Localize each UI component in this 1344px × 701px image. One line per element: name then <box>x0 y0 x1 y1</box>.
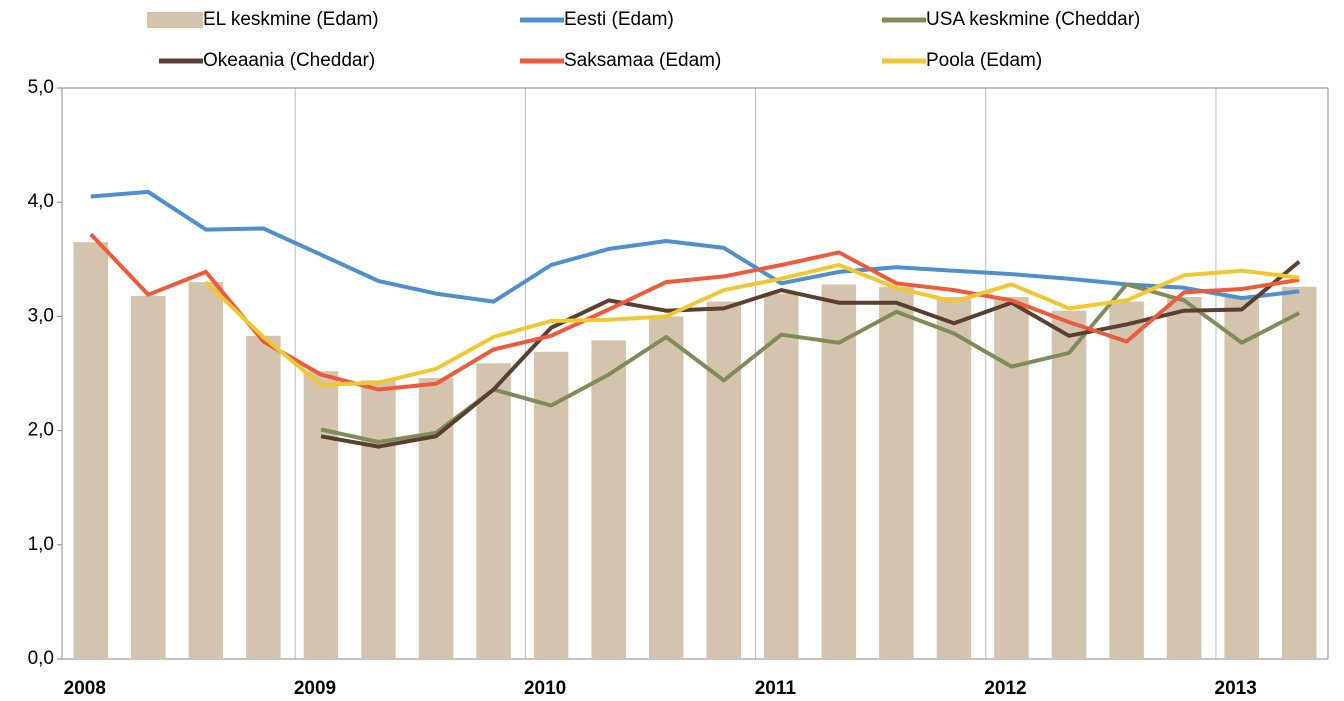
legend-label: Poola (Edam) <box>926 50 1042 71</box>
legend-label: EL keskmine (Edam) <box>203 9 379 30</box>
bar <box>706 301 742 659</box>
bar <box>764 293 799 659</box>
legend-swatch <box>147 12 203 28</box>
x-tick-label: 2010 <box>524 678 566 699</box>
bar <box>303 371 339 659</box>
bar <box>821 284 857 659</box>
y-tick-label: 5,0 <box>28 77 54 98</box>
line-series <box>89 232 1300 392</box>
bar <box>476 363 511 659</box>
legend-label: USA keskmine (Cheddar) <box>926 9 1140 30</box>
bar <box>1051 310 1087 659</box>
y-tick-label: 4,0 <box>28 191 54 212</box>
y-tick-label: 3,0 <box>28 305 54 326</box>
x-tick-label: 2011 <box>755 678 797 699</box>
bar <box>936 296 972 659</box>
y-tick-label: 2,0 <box>28 420 54 441</box>
y-tick-label: 0,0 <box>28 648 54 669</box>
bar <box>188 282 224 659</box>
bar <box>73 242 109 660</box>
bar <box>131 295 166 659</box>
bar <box>1109 301 1144 659</box>
x-tick-label: 2009 <box>294 678 336 699</box>
bar <box>1166 296 1202 659</box>
bar <box>361 380 396 659</box>
y-tick-label: 1,0 <box>28 534 54 555</box>
legend-label: Saksamaa (Edam) <box>564 50 721 71</box>
bar <box>994 296 1029 659</box>
bar <box>1224 296 1259 659</box>
bar <box>591 340 626 659</box>
bar <box>1281 286 1317 659</box>
bar <box>246 335 281 659</box>
line-series <box>204 263 1300 387</box>
bar <box>648 316 684 659</box>
bar <box>418 378 454 659</box>
bar <box>879 286 914 659</box>
line-series <box>320 260 1301 449</box>
x-tick-label: 2012 <box>984 678 1026 699</box>
line-series <box>90 189 1300 304</box>
legend-label: Eesti (Edam) <box>564 9 674 30</box>
x-tick-label: 2008 <box>64 678 106 699</box>
x-tick-label: 2013 <box>1215 678 1257 699</box>
legend-label: Okeaania (Cheddar) <box>203 50 375 71</box>
